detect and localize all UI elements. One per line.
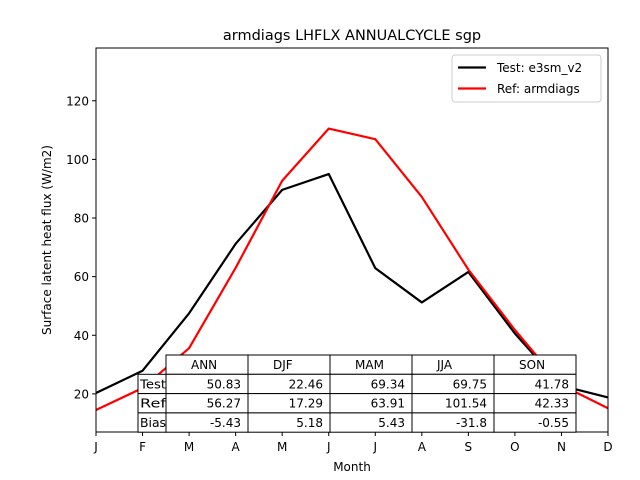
table-cell-value: -31.8 <box>456 416 487 430</box>
table-cell-value: 50.83 <box>207 377 241 391</box>
x-tick-label: J <box>372 440 377 454</box>
table-cell-value: 5.43 <box>378 416 405 430</box>
y-tick-label: 120 <box>66 94 89 108</box>
table-cell-value: 42.33 <box>535 397 569 411</box>
x-axis-label: Month <box>333 460 371 474</box>
x-tick-label: M <box>277 440 287 454</box>
table-row-label: Test <box>139 377 166 391</box>
x-tick-label: D <box>603 440 612 454</box>
legend-label-1: Test: e3sm_v2 <box>496 61 582 75</box>
table-header-label: MAM <box>355 358 384 372</box>
x-tick-label: J <box>93 440 98 454</box>
chart-title: armdiags LHFLX ANNUALCYCLE sgp <box>223 28 481 44</box>
table-cell-value: -5.43 <box>210 416 241 430</box>
y-tick-label: 40 <box>74 329 89 343</box>
x-tick-label: S <box>465 440 473 454</box>
table-cell-value: 69.34 <box>371 377 405 391</box>
table-cell-value: 56.27 <box>207 397 241 411</box>
table-row-label: Ref <box>140 397 167 411</box>
legend-box <box>451 54 602 103</box>
stats-table: ANN DJF MAM JJA SON Test 50.83 22.46 69.34 69.75 4… <box>137 354 577 433</box>
x-tick-label: N <box>557 440 566 454</box>
y-tick-label: 80 <box>74 212 89 226</box>
x-tick-label: M <box>184 440 194 454</box>
x-tick-label: O <box>510 440 519 454</box>
x-tick-label: F <box>139 440 146 454</box>
table-header-label: SON <box>519 358 545 372</box>
table-row-label: Bias <box>140 416 166 430</box>
table-header-label: DJF <box>273 358 293 372</box>
table-header-cell <box>411 354 495 375</box>
y-tick-label: 60 <box>74 270 89 284</box>
x-tick-label: J <box>326 440 331 454</box>
legend: Test: e3sm_v2 Ref: armdiags <box>451 54 602 103</box>
table-header-label: JJA <box>436 358 453 372</box>
y-axis-label: Surface latent heat flux (W/m2) <box>40 145 54 335</box>
y-tick-label: 100 <box>66 153 89 167</box>
y-tick-label: 20 <box>74 387 89 401</box>
table-cell <box>493 412 577 433</box>
series-line-1 <box>95 172 609 399</box>
table-cell-value: -0.55 <box>538 416 569 430</box>
x-tick-label: A <box>418 440 427 454</box>
legend-label-2: Ref: armdiags <box>497 82 580 96</box>
table-header-label: ANN <box>191 358 217 372</box>
table-cell-value: 22.46 <box>289 377 323 391</box>
table-cell-value: 63.91 <box>371 397 405 411</box>
table-cell-value: 101.54 <box>445 397 487 411</box>
table-cell-value: 17.29 <box>289 397 323 411</box>
table-cell-value: 5.18 <box>296 416 323 430</box>
table-cell-value: 41.78 <box>535 377 569 391</box>
x-tick-label: A <box>232 440 241 454</box>
table-cell-value: 69.75 <box>453 377 487 391</box>
